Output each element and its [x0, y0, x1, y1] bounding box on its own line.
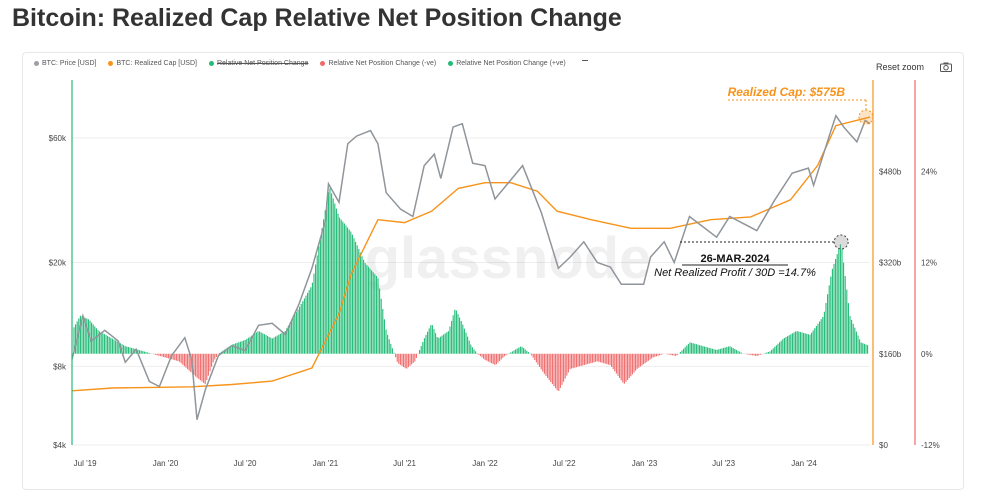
left-tick-label: $4k — [53, 441, 67, 450]
left-tick-label: $8k — [53, 362, 67, 371]
annotation-layer: Realized Cap: $575B 26-MAR-2024 Net Real… — [654, 85, 874, 279]
right-tick-label: 24% — [921, 167, 937, 176]
right-tick-label: 0% — [921, 350, 933, 359]
legend-swatch-realized-cap — [108, 61, 114, 66]
legend-more-dash — [581, 60, 588, 61]
grid-layer — [72, 137, 870, 446]
annotation-date: 26-MAR-2024 — [700, 253, 770, 265]
x-tick-label: Jan '21 — [313, 459, 339, 468]
legend-swatch-negative — [320, 61, 326, 66]
realized-cap-marker — [858, 109, 874, 125]
legend-label-realized-cap: BTC: Realized Cap [USD] — [116, 60, 197, 67]
x-tick-label: Jan '22 — [472, 459, 498, 468]
annotation-profit: Net Realized Profit / 30D =14.7% — [654, 267, 816, 279]
camera-icon[interactable] — [940, 62, 952, 72]
x-tick-label: Jul '23 — [712, 459, 735, 468]
right-tick-label: -12% — [921, 441, 940, 450]
watermark-text: glassnode — [365, 226, 652, 291]
x-tick-label: Jul '20 — [234, 459, 257, 468]
legend-label-price: BTC: Price [USD] — [42, 60, 97, 67]
mid-tick-label: $160b — [879, 350, 902, 359]
legend-item-net-position[interactable]: Relative Net Position Change — [208, 60, 309, 67]
x-tick-label: Jan '24 — [791, 459, 817, 468]
legend-item-realized-cap[interactable]: BTC: Realized Cap [USD] — [108, 60, 197, 67]
mid-tick-label: $480b — [879, 167, 902, 176]
line-layer — [71, 114, 871, 420]
net-position-area — [73, 188, 869, 392]
axis-layer: $4k $8k $20k $60k $0 $160b $320b $480b -12% 0% 12%… — [49, 80, 940, 468]
realized-cap-line — [71, 116, 871, 392]
legend-label-negative: Relative Net Position Change (-ve) — [328, 60, 437, 67]
legend-item-price[interactable]: BTC: Price [USD] — [34, 60, 96, 67]
legend-swatch-net-position — [208, 61, 214, 66]
mid-tick-label: $0 — [879, 441, 888, 450]
legend-label-net-position: Relative Net Position Change — [216, 60, 309, 67]
legend-item-negative[interactable]: Relative Net Position Change (-ve) — [320, 60, 436, 67]
legend-swatch-price — [34, 61, 39, 66]
x-tick-label: Jan '20 — [153, 459, 179, 468]
left-tick-label: $20k — [49, 259, 67, 268]
left-tick-label: $60k — [49, 134, 67, 143]
x-tick-label: Jul '22 — [553, 459, 576, 468]
profit-peak-marker — [833, 234, 849, 250]
mid-tick-label: $320b — [879, 259, 902, 268]
x-tick-label: Jul '21 — [393, 459, 416, 468]
x-tick-label: Jul '19 — [74, 459, 97, 468]
legend-swatch-positive — [448, 61, 454, 66]
legend-item-positive[interactable]: Relative Net Position Change (+ve) — [448, 60, 566, 67]
legend-label-positive: Relative Net Position Change (+ve) — [456, 60, 566, 67]
reset-zoom-button[interactable]: Reset zoom — [872, 60, 929, 74]
chart-card — [22, 52, 964, 490]
chart-legend: BTC: Price [USD] BTC: Realized Cap [USD]… — [34, 60, 588, 67]
annotation-realized-cap: Realized Cap: $575B — [728, 85, 846, 99]
page-title: Bitcoin: Realized Cap Relative Net Posit… — [12, 4, 622, 32]
right-tick-label: 12% — [921, 259, 937, 268]
x-tick-label: Jan '23 — [632, 459, 658, 468]
price-line — [71, 114, 871, 420]
